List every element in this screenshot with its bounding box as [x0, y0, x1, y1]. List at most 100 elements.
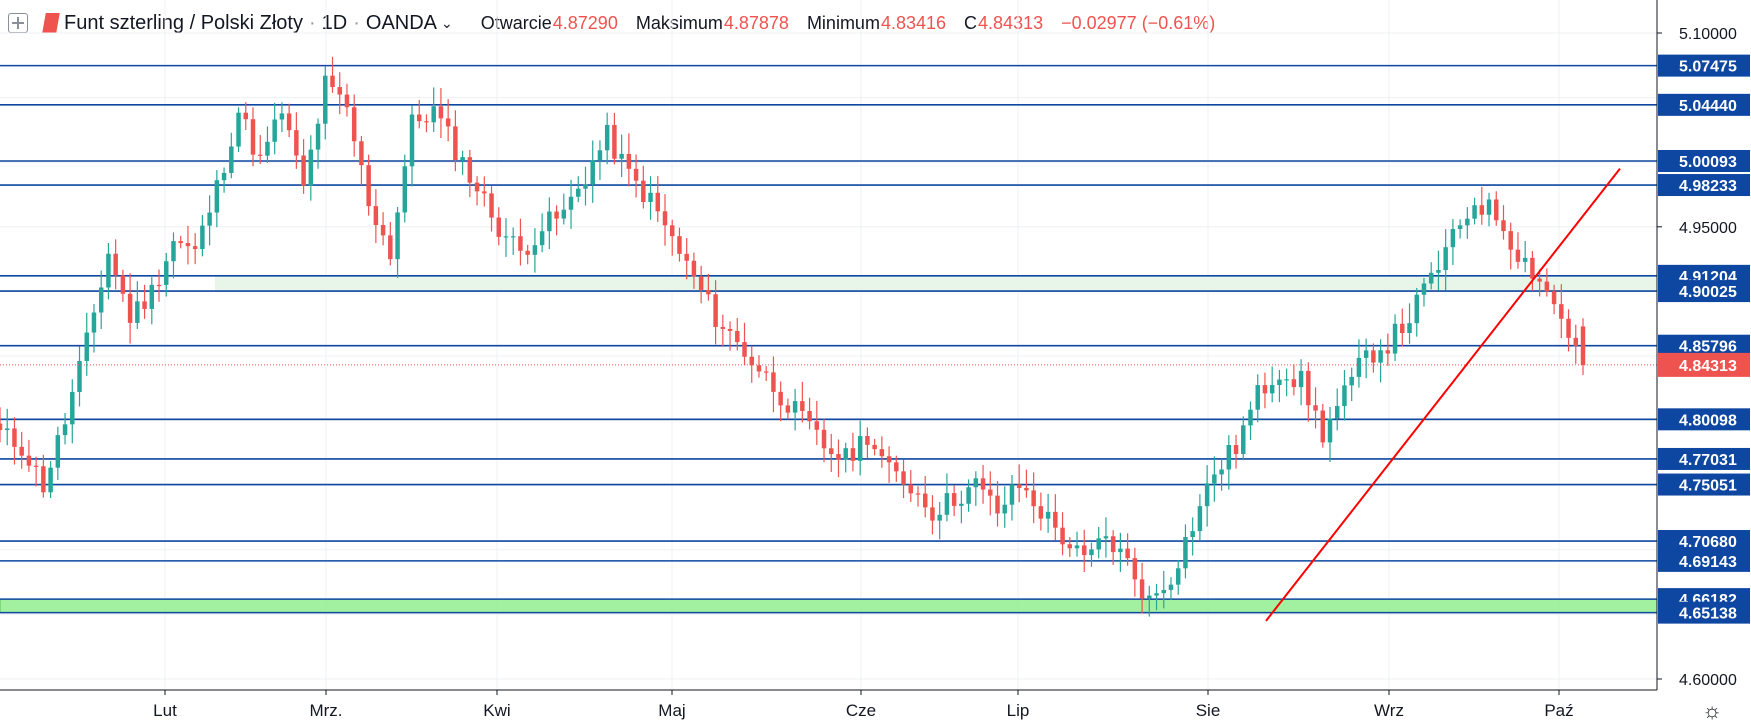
price-tick-label: 4.95000 — [1679, 220, 1737, 237]
price-level-label-box — [1658, 174, 1750, 197]
candle-body — [489, 193, 494, 218]
candle-body — [294, 130, 299, 156]
candle-body — [836, 454, 841, 460]
candle-body — [214, 180, 220, 213]
close-value: 4.84313 — [978, 12, 1044, 33]
candle-body — [308, 149, 314, 186]
symbol-name[interactable]: Funt szterling / Polski Złoty — [64, 11, 303, 34]
candle-body — [698, 276, 704, 290]
candle-body — [1016, 484, 1022, 488]
candle-body — [706, 289, 711, 295]
candle-body — [886, 456, 892, 463]
candle-body — [207, 212, 212, 226]
candle-body — [1219, 469, 1224, 475]
candle-body — [149, 284, 155, 309]
candle-body — [1103, 536, 1109, 539]
price-level-label: 4.90025 — [1679, 284, 1737, 301]
candle-body — [785, 405, 791, 413]
candle-body — [1212, 474, 1217, 484]
candle-body — [4, 428, 10, 431]
candle-body — [120, 275, 126, 294]
candle-body — [1190, 531, 1195, 538]
candle-body — [1450, 228, 1456, 248]
candle-body — [951, 493, 957, 506]
candle-body — [1009, 484, 1015, 505]
price-level-label: 4.98233 — [1679, 178, 1737, 195]
candle-body — [1385, 350, 1391, 354]
candle-body — [286, 113, 292, 131]
candle-body — [1306, 370, 1311, 406]
candle-body — [749, 356, 754, 366]
price-level-label: 5.07475 — [1679, 59, 1737, 76]
candle-body — [894, 462, 899, 472]
resistance-zone — [215, 275, 1657, 292]
chevron-down-icon[interactable]: ⌄ — [441, 14, 453, 31]
candle-body — [713, 294, 718, 327]
candle-body — [0, 423, 3, 431]
candle-body — [1566, 318, 1571, 338]
candle-body — [366, 165, 371, 207]
candle-body — [351, 107, 357, 142]
chart-overlay — [0, 168, 1657, 622]
candle-body — [127, 293, 133, 323]
candle-body — [1089, 549, 1094, 556]
separator-dot: · — [353, 11, 360, 34]
candle-body — [1342, 385, 1347, 407]
candlestick-series[interactable] — [0, 56, 1586, 617]
candle-body — [641, 180, 646, 202]
support-zone — [0, 598, 1658, 614]
trendline — [1265, 168, 1621, 622]
time-tick-label: Lip — [1007, 701, 1030, 720]
candle-body — [1110, 536, 1116, 553]
candle-body — [821, 429, 827, 449]
price-level-label: 4.69143 — [1679, 554, 1737, 571]
candle-body — [561, 209, 567, 219]
candle-body — [1204, 483, 1210, 507]
candle-body — [1175, 568, 1181, 585]
time-tick-label: Kwi — [483, 701, 510, 720]
price-level-label-box — [1658, 530, 1750, 553]
candle-body — [26, 455, 32, 466]
candle-body — [908, 484, 914, 494]
price-tick-label: 4.60000 — [1679, 672, 1737, 689]
candle-body — [727, 328, 733, 331]
candle-body — [229, 146, 234, 173]
candle-body — [417, 114, 422, 122]
candle-body — [1002, 504, 1007, 514]
candle-body — [98, 287, 104, 313]
open-label: Otwarcie — [480, 12, 552, 33]
candle-body — [1233, 445, 1239, 454]
candle-body — [453, 126, 458, 161]
candle-body — [1522, 257, 1528, 262]
candle-body — [1392, 323, 1398, 354]
candle-body — [633, 168, 639, 181]
candle-body — [424, 121, 429, 123]
candle-body — [409, 114, 415, 167]
candle-body — [1544, 281, 1550, 292]
candle-body — [301, 155, 306, 186]
candle-body — [1421, 283, 1427, 295]
exchange-label[interactable]: OANDA — [365, 11, 438, 34]
candle-body — [532, 245, 538, 255]
candle-body — [380, 225, 386, 236]
candle-body — [1537, 278, 1542, 282]
candle-body — [554, 211, 559, 219]
candle-body — [648, 192, 653, 202]
candle-body — [576, 188, 581, 197]
candle-body — [1407, 323, 1412, 334]
gear-icon[interactable]: ☼ — [1702, 698, 1723, 723]
candle-body — [1494, 199, 1499, 221]
candle-body — [771, 372, 776, 392]
candle-body — [1226, 445, 1232, 470]
candle-body — [1334, 406, 1340, 419]
candle-body — [1248, 409, 1253, 426]
time-tick-label: Sie — [1196, 701, 1221, 720]
interval-label[interactable]: 1D — [321, 11, 348, 34]
candle-body — [915, 493, 921, 495]
time-axis[interactable]: Lut Mrz. Kwi Maj Cze Lip Sie Wrz Paź — [153, 690, 1574, 720]
candle-body — [619, 153, 624, 159]
candle-body — [677, 236, 682, 254]
candle-body — [1277, 379, 1282, 386]
